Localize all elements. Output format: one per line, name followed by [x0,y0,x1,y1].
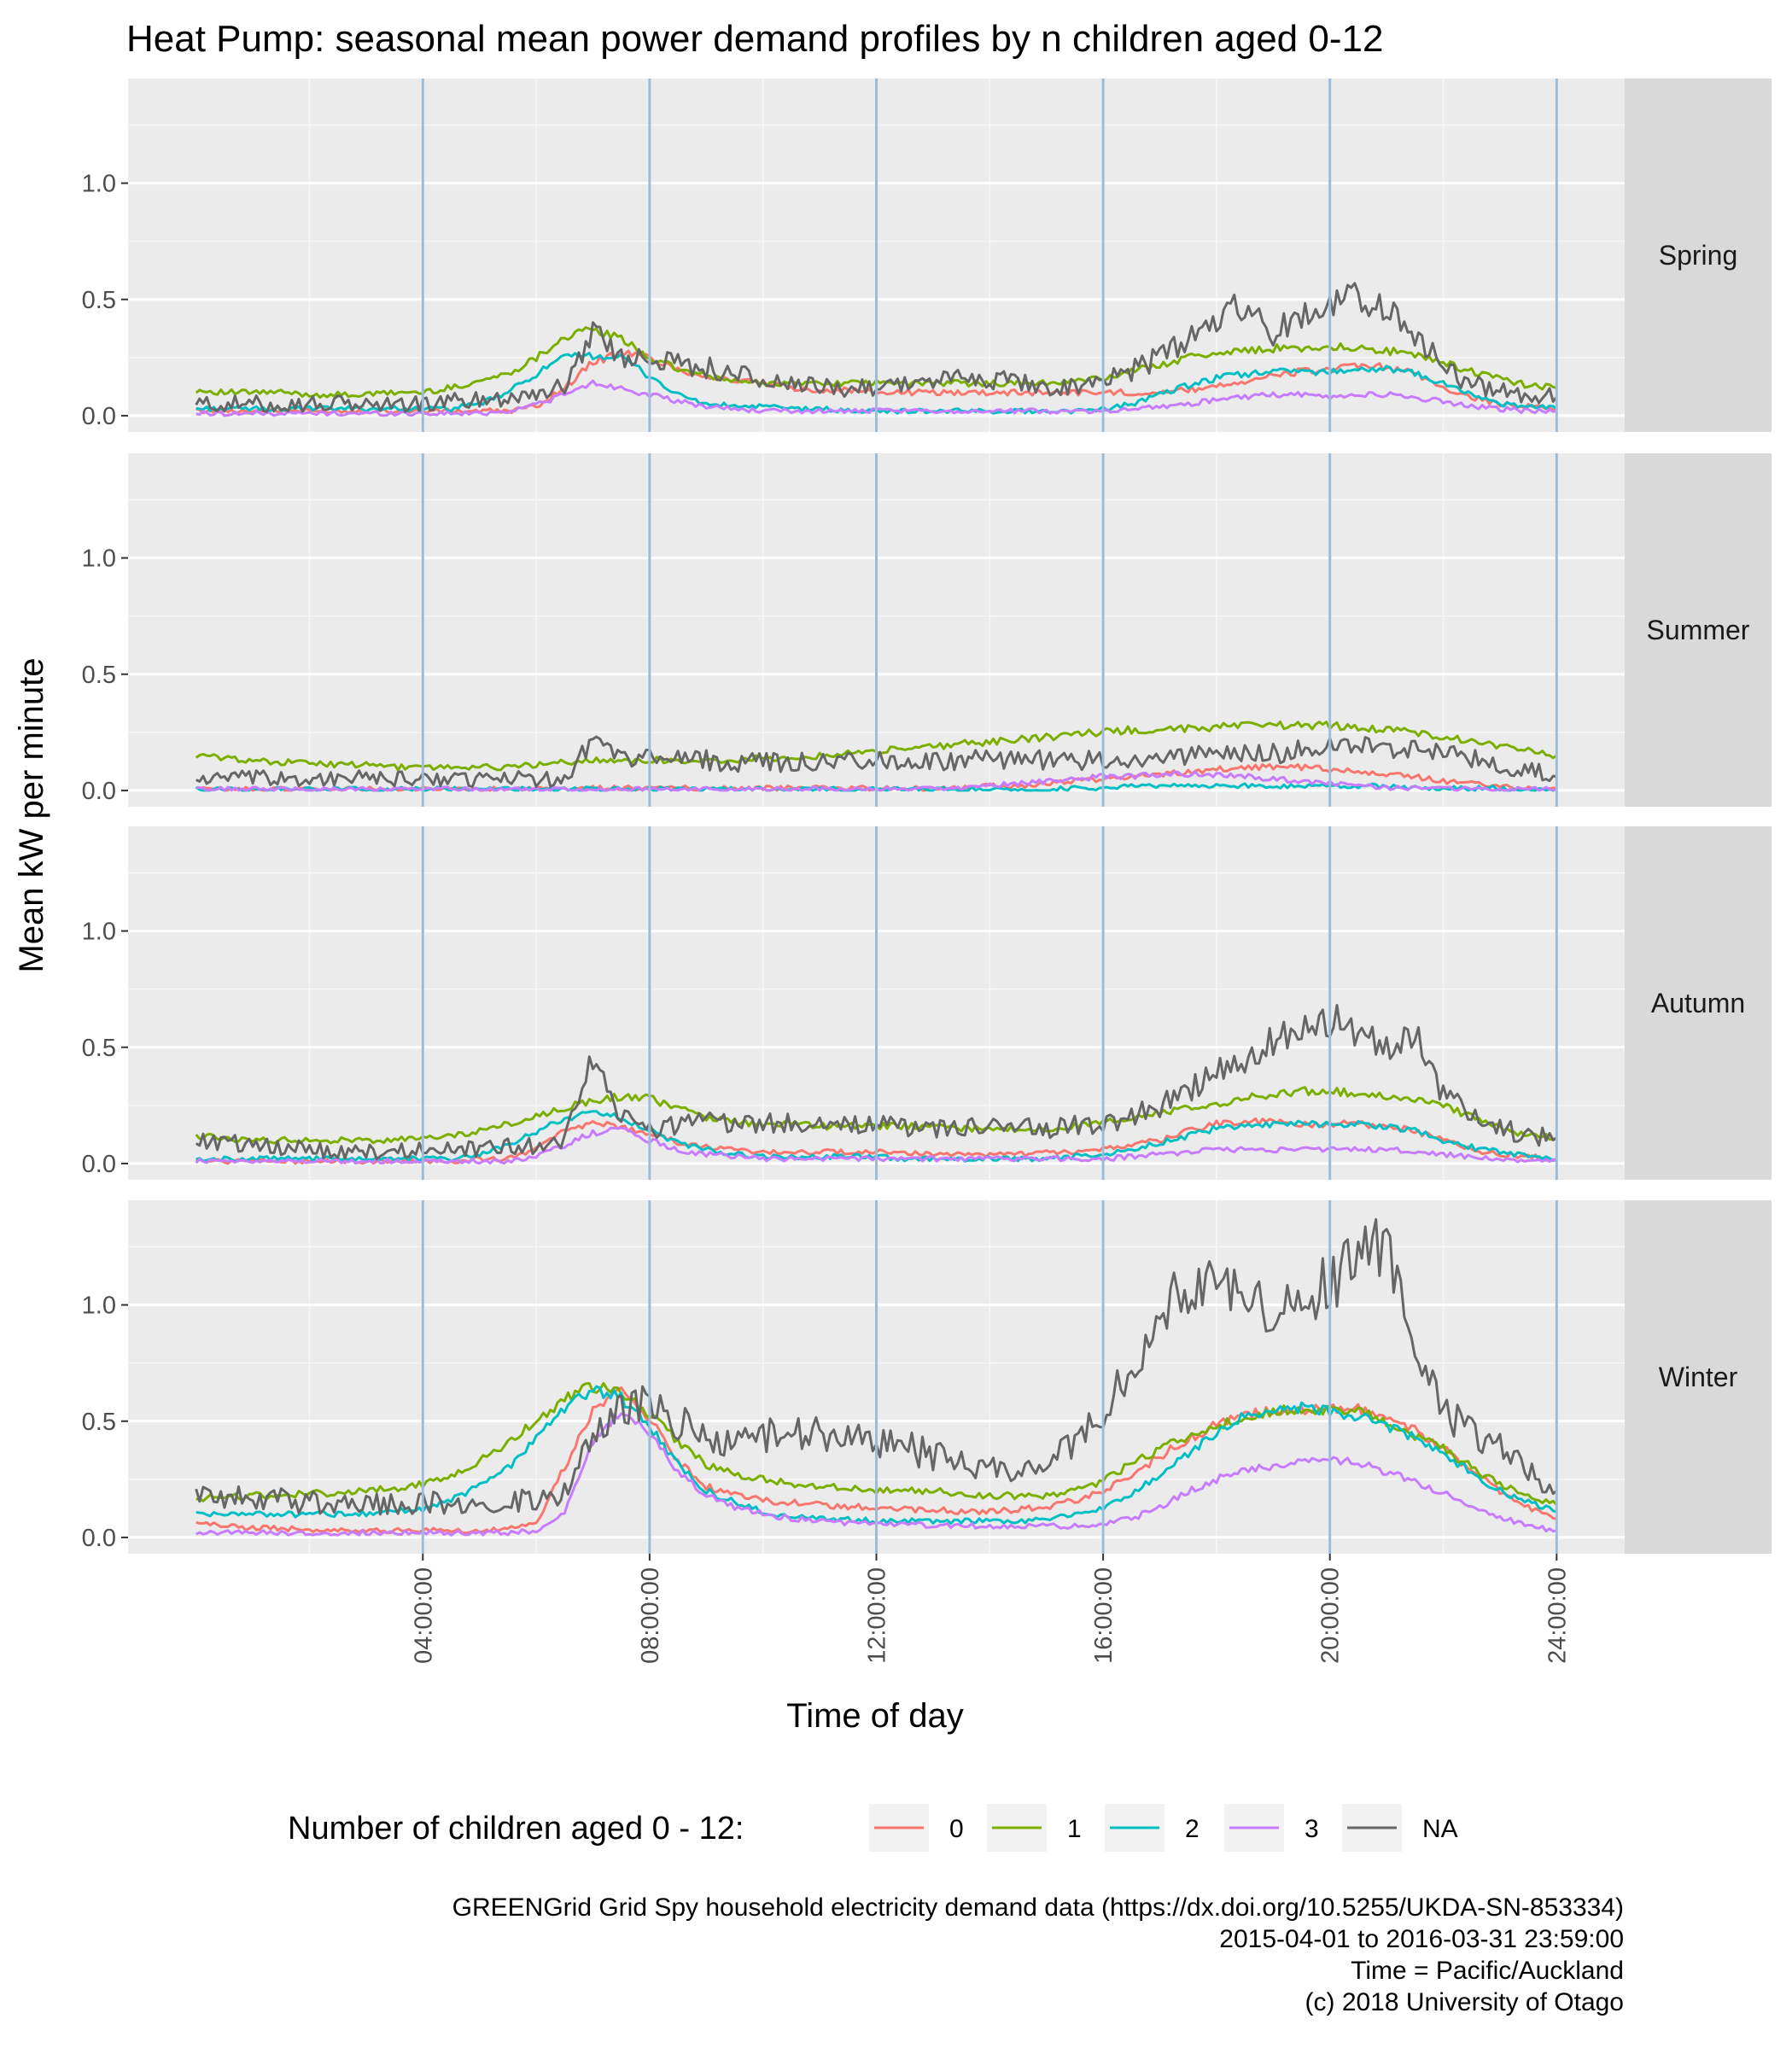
caption: GREENGrid Grid Spy household electricity… [452,1893,1624,2016]
y-tick-label: 1.0 [82,546,116,573]
y-tick-label: 0.5 [82,287,116,314]
x-tick-label: 12:00:00 [864,1567,891,1664]
panel-spring: 0.0 0.5 1.0 Spring [82,79,1772,432]
facet-strip [1625,453,1772,807]
caption-line-1: GREENGrid Grid Spy household electricity… [452,1893,1624,1922]
facet-strip [1625,79,1772,432]
x-tick-label: 20:00:00 [1317,1567,1345,1664]
y-tick-label: 1.0 [82,1292,116,1320]
y-tick-label: 0.5 [82,1035,116,1062]
facet-strip-label: Winter [1659,1362,1738,1392]
legend: Number of children aged 0 - 12: 0 1 2 3 NA [288,1804,1458,1852]
x-axis-title: Time of day [786,1697,963,1735]
x-axis: 04:00:00 08:00:00 12:00:00 16:00:00 20:00:00… [410,1554,1571,1664]
legend-item-0: 0 [869,1804,964,1852]
panel-summer: 0.0 0.5 1.0 Summer [82,453,1772,807]
y-tick-label: 0.0 [82,403,116,430]
y-axis-title: Mean kW per minute [13,657,50,972]
legend-item-na: NA [1342,1804,1458,1852]
caption-line-4: (c) 2018 University of Otago [1305,1988,1625,2016]
facet-panels: 0.0 0.5 1.0 Spring 0.0 0.5 1.0 Summer 0.0 0.5 1.0 A… [82,79,1772,1554]
facet-strip-label: Autumn [1651,988,1745,1018]
x-tick-label: 08:00:00 [637,1567,664,1664]
y-tick-label: 0.0 [82,1151,116,1178]
y-tick-label: 1.0 [82,919,116,946]
facet-strip-label: Spring [1659,240,1738,271]
caption-line-3: Time = Pacific/Auckland [1351,1957,1624,1985]
legend-item-1: 1 [987,1804,1082,1852]
facet-strip [1625,1200,1772,1554]
x-tick-label: 04:00:00 [410,1567,437,1664]
y-tick-label: 0.0 [82,778,116,805]
y-tick-label: 0.0 [82,1525,116,1552]
legend-label: NA [1422,1815,1458,1843]
y-tick-label: 1.0 [82,171,116,198]
y-tick-label: 0.5 [82,662,116,689]
legend-item-2: 2 [1105,1804,1200,1852]
caption-line-2: 2015-04-01 to 2016-03-31 23:59:00 [1219,1925,1624,1953]
legend-label: 2 [1185,1815,1200,1843]
legend-label: 1 [1067,1815,1082,1843]
legend-label: 0 [949,1815,964,1843]
legend-label: 3 [1305,1815,1319,1843]
facet-strip [1625,826,1772,1180]
y-tick-label: 0.5 [82,1409,116,1436]
facet-strip-label: Summer [1647,615,1750,645]
legend-title: Number of children aged 0 - 12: [288,1811,744,1847]
legend-item-3: 3 [1224,1804,1319,1852]
x-tick-label: 24:00:00 [1544,1567,1571,1664]
panel-winter: 0.0 0.5 1.0 Winter [82,1200,1772,1554]
x-tick-label: 16:00:00 [1090,1567,1118,1664]
chart-title: Heat Pump: seasonal mean power demand pr… [126,18,1383,60]
panel-autumn: 0.0 0.5 1.0 Autumn [82,826,1772,1180]
